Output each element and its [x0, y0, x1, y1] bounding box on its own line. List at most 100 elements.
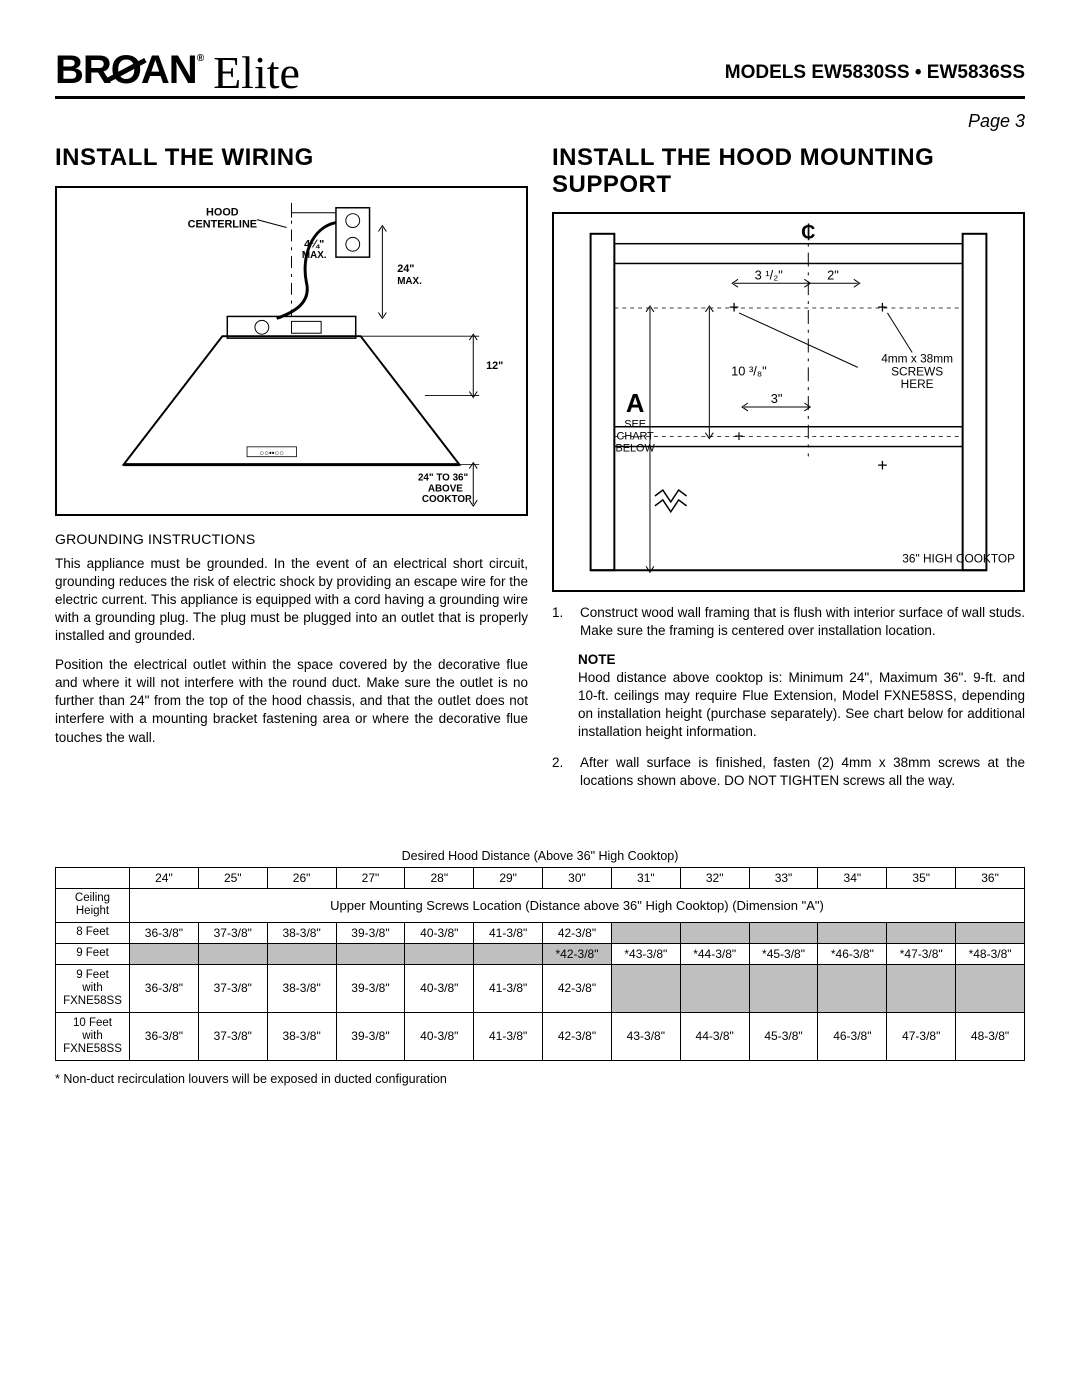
svg-text:SEE: SEE [624, 419, 646, 431]
table-cell: 39-3/8" [336, 1012, 405, 1060]
svg-text:3": 3" [771, 391, 783, 406]
table-cell [405, 943, 474, 964]
table-cell: 47-3/8" [887, 1012, 956, 1060]
table-cell: 38-3/8" [267, 964, 336, 1012]
svg-text:A: A [626, 390, 645, 418]
table-cell [336, 943, 405, 964]
table-cell [749, 964, 818, 1012]
table-cell: 41-3/8" [474, 922, 543, 943]
note-body: Hood distance above cooktop is: Minimum … [578, 670, 1025, 740]
table-cell: 44-3/8" [680, 1012, 749, 1060]
svg-text:MAX.: MAX. [397, 276, 422, 287]
dimension-table-section: Desired Hood Distance (Above 36" High Co… [55, 848, 1025, 1088]
mounting-steps-2: 2. After wall surface is finished, faste… [552, 754, 1025, 790]
step-2: 2. After wall surface is finished, faste… [552, 754, 1025, 790]
note-label: NOTE [578, 652, 616, 667]
table-cell: *46-3/8" [818, 943, 887, 964]
dimension-table: 24"25"26"27"28"29"30"31"32"33"34"35"36"C… [55, 867, 1025, 1061]
table-cell [818, 964, 887, 1012]
col-header: 33" [749, 867, 818, 888]
table-cell [749, 922, 818, 943]
row-label: 8 Feet [56, 922, 130, 943]
brand-sub-logo: Elite [213, 55, 300, 92]
table-cell: 40-3/8" [405, 922, 474, 943]
wiring-figure: HOOD CENTERLINE 4¼" MAX. 24" MAX. 12" 24… [55, 186, 528, 516]
table-cell: 36-3/8" [130, 922, 199, 943]
table-cell: 45-3/8" [749, 1012, 818, 1060]
table-cell: *47-3/8" [887, 943, 956, 964]
table-cell [611, 964, 680, 1012]
table-cell: 41-3/8" [474, 964, 543, 1012]
models-label: MODELS EW5830SS • EW5836SS [725, 60, 1025, 90]
table-cell: 36-3/8" [130, 1012, 199, 1060]
table-cell: 42-3/8" [543, 1012, 612, 1060]
row-label: 9 FeetwithFXNE58SS [56, 964, 130, 1012]
mounting-heading: INSTALL THE HOOD MOUNTING SUPPORT [552, 145, 1025, 198]
table-cell [887, 922, 956, 943]
svg-text:+: + [877, 297, 887, 317]
table-footnote: * Non-duct recirculation louvers will be… [55, 1071, 1025, 1088]
table-cell [956, 964, 1025, 1012]
grounding-para-2: Position the electrical outlet within th… [55, 656, 528, 747]
table-cell: 40-3/8" [405, 1012, 474, 1060]
svg-text:2": 2" [827, 267, 839, 282]
table-cell [130, 943, 199, 964]
svg-text:CENTERLINE: CENTERLINE [188, 218, 257, 230]
row-label: 9 Feet [56, 943, 130, 964]
table-cell [680, 922, 749, 943]
mounting-svg: ₵ 3 ¹/₂" 2" + + 4mm x 38mm SCREWS HERE [554, 214, 1023, 590]
svg-text:ABOVE: ABOVE [428, 483, 463, 494]
table-cell: 42-3/8" [543, 922, 612, 943]
table-cell [887, 964, 956, 1012]
table-cell [267, 943, 336, 964]
table-cell: *45-3/8" [749, 943, 818, 964]
svg-text:COOKTOP: COOKTOP [422, 494, 472, 505]
grounding-heading: GROUNDING INSTRUCTIONS [55, 530, 528, 549]
table-cell: 48-3/8" [956, 1012, 1025, 1060]
step-1: 1. Construct wood wall framing that is f… [552, 604, 1025, 640]
col-header: 27" [336, 867, 405, 888]
table-cell: 43-3/8" [611, 1012, 680, 1060]
svg-text:24": 24" [397, 263, 414, 275]
table-cell: 37-3/8" [198, 1012, 267, 1060]
svg-text:4¼": 4¼" [304, 238, 324, 250]
logo-group: BROAN® Elite [55, 50, 300, 90]
col-header: 28" [405, 867, 474, 888]
table-cell [956, 922, 1025, 943]
table-cell [611, 922, 680, 943]
table-cell: 42-3/8" [543, 964, 612, 1012]
svg-text:CHART: CHART [616, 431, 654, 443]
step-number: 1. [552, 604, 570, 640]
table-cell: 39-3/8" [336, 922, 405, 943]
svg-text:MAX.: MAX. [302, 250, 327, 261]
note-block: NOTE Hood distance above cooktop is: Min… [578, 651, 1025, 742]
table-cell: 38-3/8" [267, 1012, 336, 1060]
svg-text:24" TO 36": 24" TO 36" [418, 472, 469, 483]
table-cell: 38-3/8" [267, 922, 336, 943]
col-header: 34" [818, 867, 887, 888]
mounting-steps: 1. Construct wood wall framing that is f… [552, 604, 1025, 640]
table-cell: 37-3/8" [198, 964, 267, 1012]
svg-text:12": 12" [486, 359, 503, 371]
row-label: 10 FeetwithFXNE58SS [56, 1012, 130, 1060]
svg-text:+: + [877, 455, 887, 475]
svg-text:10 ³/₈": 10 ³/₈" [731, 363, 767, 378]
svg-text:₵: ₵ [801, 222, 815, 244]
span-header: Upper Mounting Screws Location (Distance… [130, 889, 1025, 922]
table-cell [680, 964, 749, 1012]
svg-text:HOOD: HOOD [206, 206, 239, 218]
col-header: 25" [198, 867, 267, 888]
step-number: 2. [552, 754, 570, 790]
table-cell: 41-3/8" [474, 1012, 543, 1060]
table-cell: *43-3/8" [611, 943, 680, 964]
wiring-svg: HOOD CENTERLINE 4¼" MAX. 24" MAX. 12" 24… [57, 188, 526, 514]
table-cell: 39-3/8" [336, 964, 405, 1012]
wiring-heading: INSTALL THE WIRING [55, 145, 528, 171]
step-1-text: Construct wood wall framing that is flus… [580, 604, 1025, 640]
svg-text:HERE: HERE [901, 377, 934, 391]
table-cell: *48-3/8" [956, 943, 1025, 964]
table-cell: 37-3/8" [198, 922, 267, 943]
left-column: INSTALL THE WIRING [55, 145, 528, 800]
right-column: INSTALL THE HOOD MOUNTING SUPPORT ₵ 3 ¹/… [552, 145, 1025, 800]
table-cell: 46-3/8" [818, 1012, 887, 1060]
